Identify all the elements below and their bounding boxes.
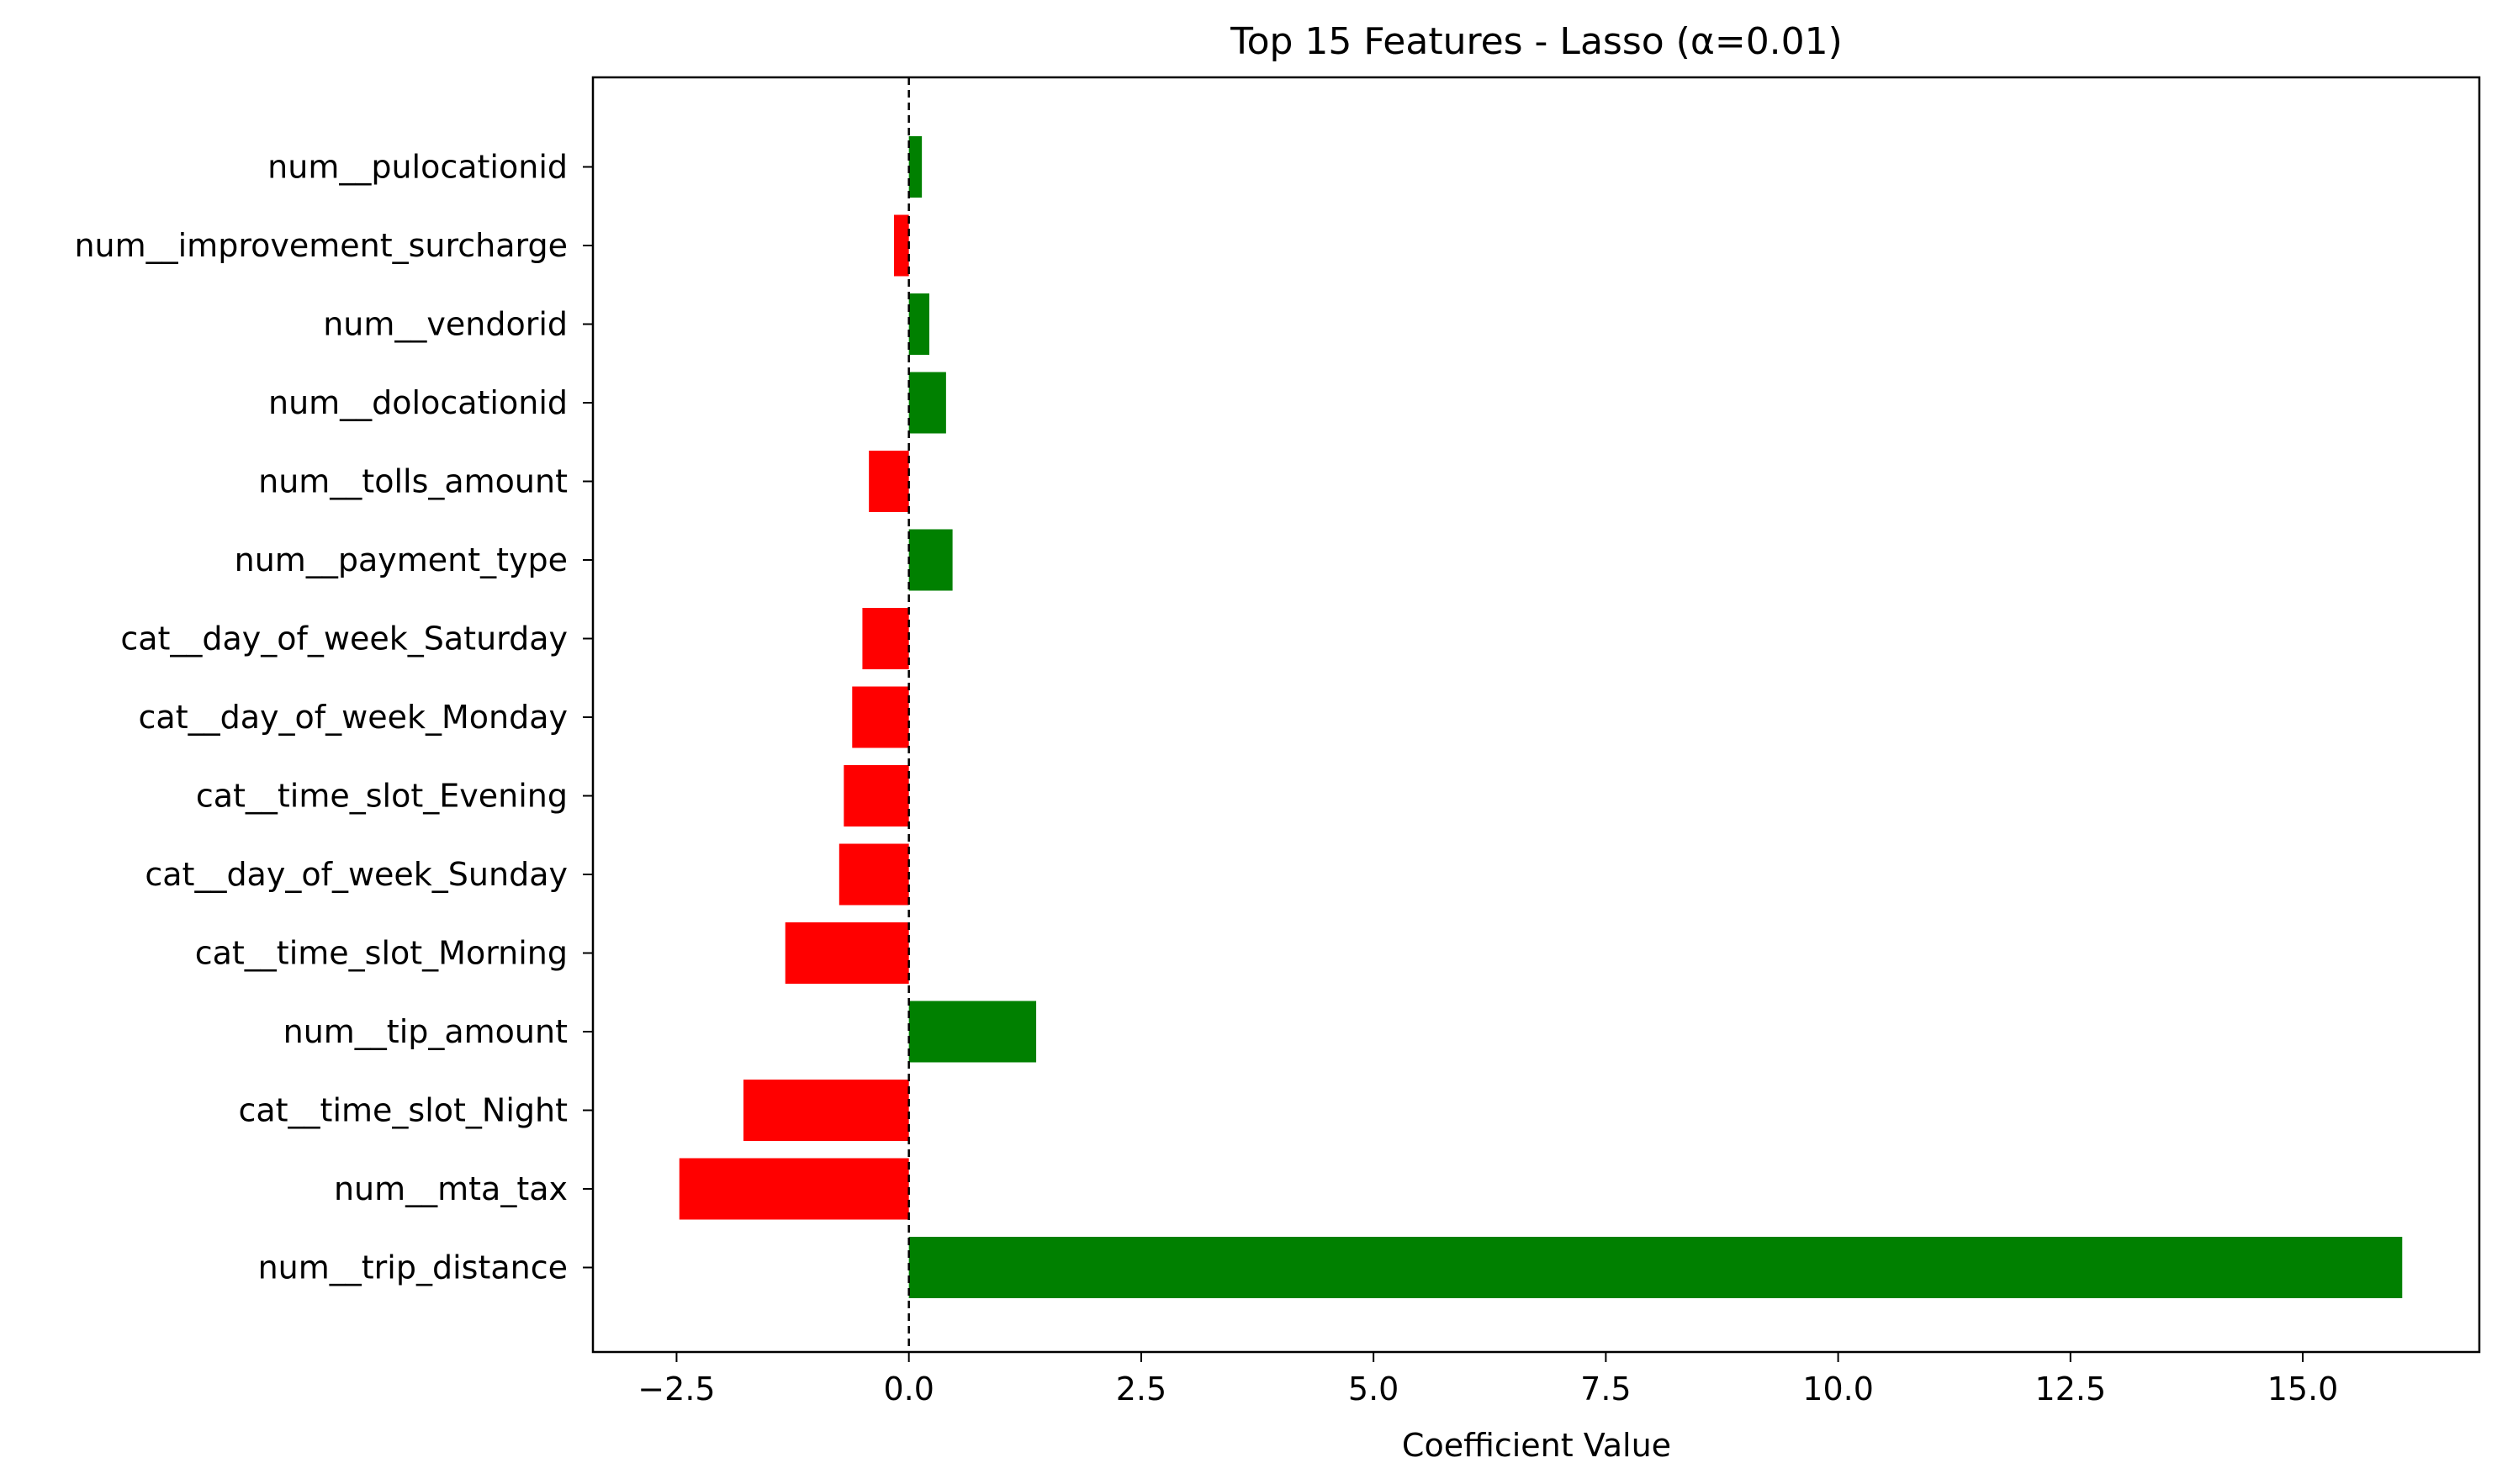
- bar: [679, 1158, 909, 1220]
- y-tick-label: num__payment_type: [235, 541, 568, 578]
- x-tick-label: 0.0: [883, 1370, 934, 1407]
- bar: [839, 843, 909, 906]
- chart-title: Top 15 Features - Lasso (α=0.01): [1230, 20, 1843, 63]
- x-tick-label: −2.5: [637, 1370, 715, 1407]
- y-tick-label: num__vendorid: [323, 306, 568, 343]
- bar: [908, 1237, 2403, 1298]
- y-tick-label: num__pulocationid: [267, 149, 568, 186]
- y-tick-label: num__trip_distance: [258, 1249, 568, 1286]
- bar: [908, 529, 953, 591]
- y-tick-label: num__mta_tax: [334, 1170, 568, 1207]
- x-tick-label: 2.5: [1116, 1370, 1167, 1407]
- y-tick-label: cat__time_slot_Evening: [196, 778, 568, 815]
- bar: [908, 136, 923, 198]
- bar: [785, 922, 909, 984]
- y-tick-label: num__dolocationid: [268, 384, 568, 421]
- y-tick-label: cat__time_slot_Night: [238, 1092, 568, 1129]
- bar: [869, 451, 909, 512]
- x-tick-label: 12.5: [2035, 1370, 2107, 1407]
- x-axis-label: Coefficient Value: [1402, 1427, 1671, 1464]
- y-tick-label: cat__day_of_week_Monday: [139, 699, 568, 736]
- y-tick-label: num__tolls_amount: [258, 463, 568, 500]
- bar: [893, 214, 909, 277]
- y-tick-label: cat__time_slot_Morning: [195, 935, 568, 972]
- y-tick-label: num__tip_amount: [283, 1013, 568, 1050]
- y-tick-label: num__improvement_surcharge: [74, 227, 568, 264]
- x-tick-label: 7.5: [1580, 1370, 1631, 1407]
- bar: [844, 765, 909, 826]
- y-axis: num__pulocationid num__improvement_surcha…: [74, 149, 593, 1286]
- x-tick-label: 15.0: [2267, 1370, 2339, 1407]
- y-tick-label: cat__day_of_week_Saturday: [120, 621, 568, 658]
- bar: [908, 1001, 1037, 1063]
- x-tick-label: 10.0: [1802, 1370, 1874, 1407]
- bars-group: [679, 136, 2403, 1298]
- bar: [908, 372, 946, 434]
- x-tick-label: 5.0: [1348, 1370, 1399, 1407]
- bar: [852, 686, 909, 748]
- bar: [908, 293, 929, 355]
- bar: [743, 1080, 909, 1141]
- x-axis: −2.5 0.0 2.5 5.0 7.5 10.0 12.5 15.0: [637, 1352, 2338, 1407]
- y-tick-label: cat__day_of_week_Sunday: [145, 856, 568, 893]
- bar: [862, 608, 909, 669]
- plot-area-frame: [591, 76, 2481, 1354]
